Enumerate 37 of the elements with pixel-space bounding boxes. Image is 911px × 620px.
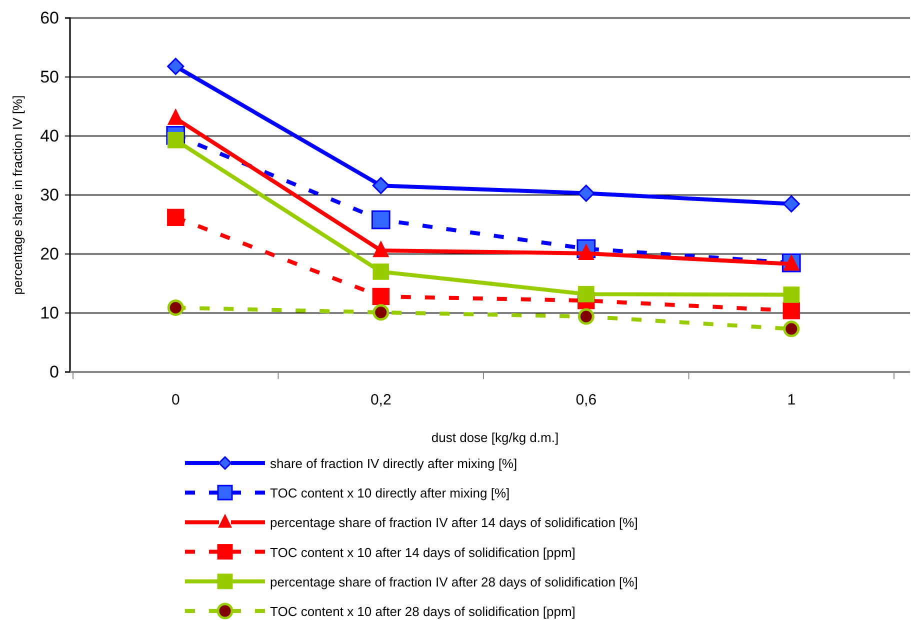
y-tick-label: 30 — [40, 185, 59, 204]
point — [578, 244, 594, 260]
y-tick-label: 50 — [40, 67, 59, 86]
x-tick-label: 0,2 — [370, 392, 392, 409]
y-axis-title: percentage share in fraction IV [%] — [10, 95, 25, 295]
y-tick-label: 40 — [40, 126, 59, 146]
point — [372, 240, 390, 258]
legend-label: TOC content x 10 after 28 days of solidification [ppm] — [270, 604, 576, 619]
point — [372, 264, 390, 280]
legend-label: share of fraction IV directly after mixing [%] — [270, 456, 518, 471]
point — [167, 132, 184, 148]
point — [167, 299, 184, 316]
point — [783, 286, 800, 303]
point — [578, 286, 594, 302]
point — [783, 320, 800, 338]
point — [372, 304, 390, 321]
point — [167, 208, 184, 226]
legend-label: TOC content x 10 directly after mixing [%] — [270, 486, 510, 501]
x-axis-title: dust dose [kg/kg d.m.] — [431, 430, 559, 445]
x-tick-label: 0 — [171, 392, 180, 409]
point — [782, 195, 800, 212]
point — [167, 58, 184, 75]
y-tick-label: 60 — [40, 8, 59, 28]
point — [372, 177, 390, 194]
y-tick-label: 10 — [40, 303, 59, 322]
legend-label: percentage share of fraction IV after 28 days of solidification [%] — [270, 574, 638, 590]
y-tick-label: 0 — [50, 362, 59, 382]
legend-label: TOC content x 10 after 14 days of solidification [ppm] — [270, 544, 576, 560]
x-tick-label: 1 — [787, 392, 796, 409]
x-tick-label: 0,6 — [576, 392, 597, 409]
point — [578, 308, 594, 325]
point — [371, 210, 390, 230]
legend-label: percentage share of fraction IV after 14 days of solidification [%] — [270, 515, 638, 530]
point — [782, 302, 800, 320]
point — [578, 184, 595, 202]
y-tick-label: 20 — [40, 244, 59, 264]
point — [372, 288, 390, 306]
